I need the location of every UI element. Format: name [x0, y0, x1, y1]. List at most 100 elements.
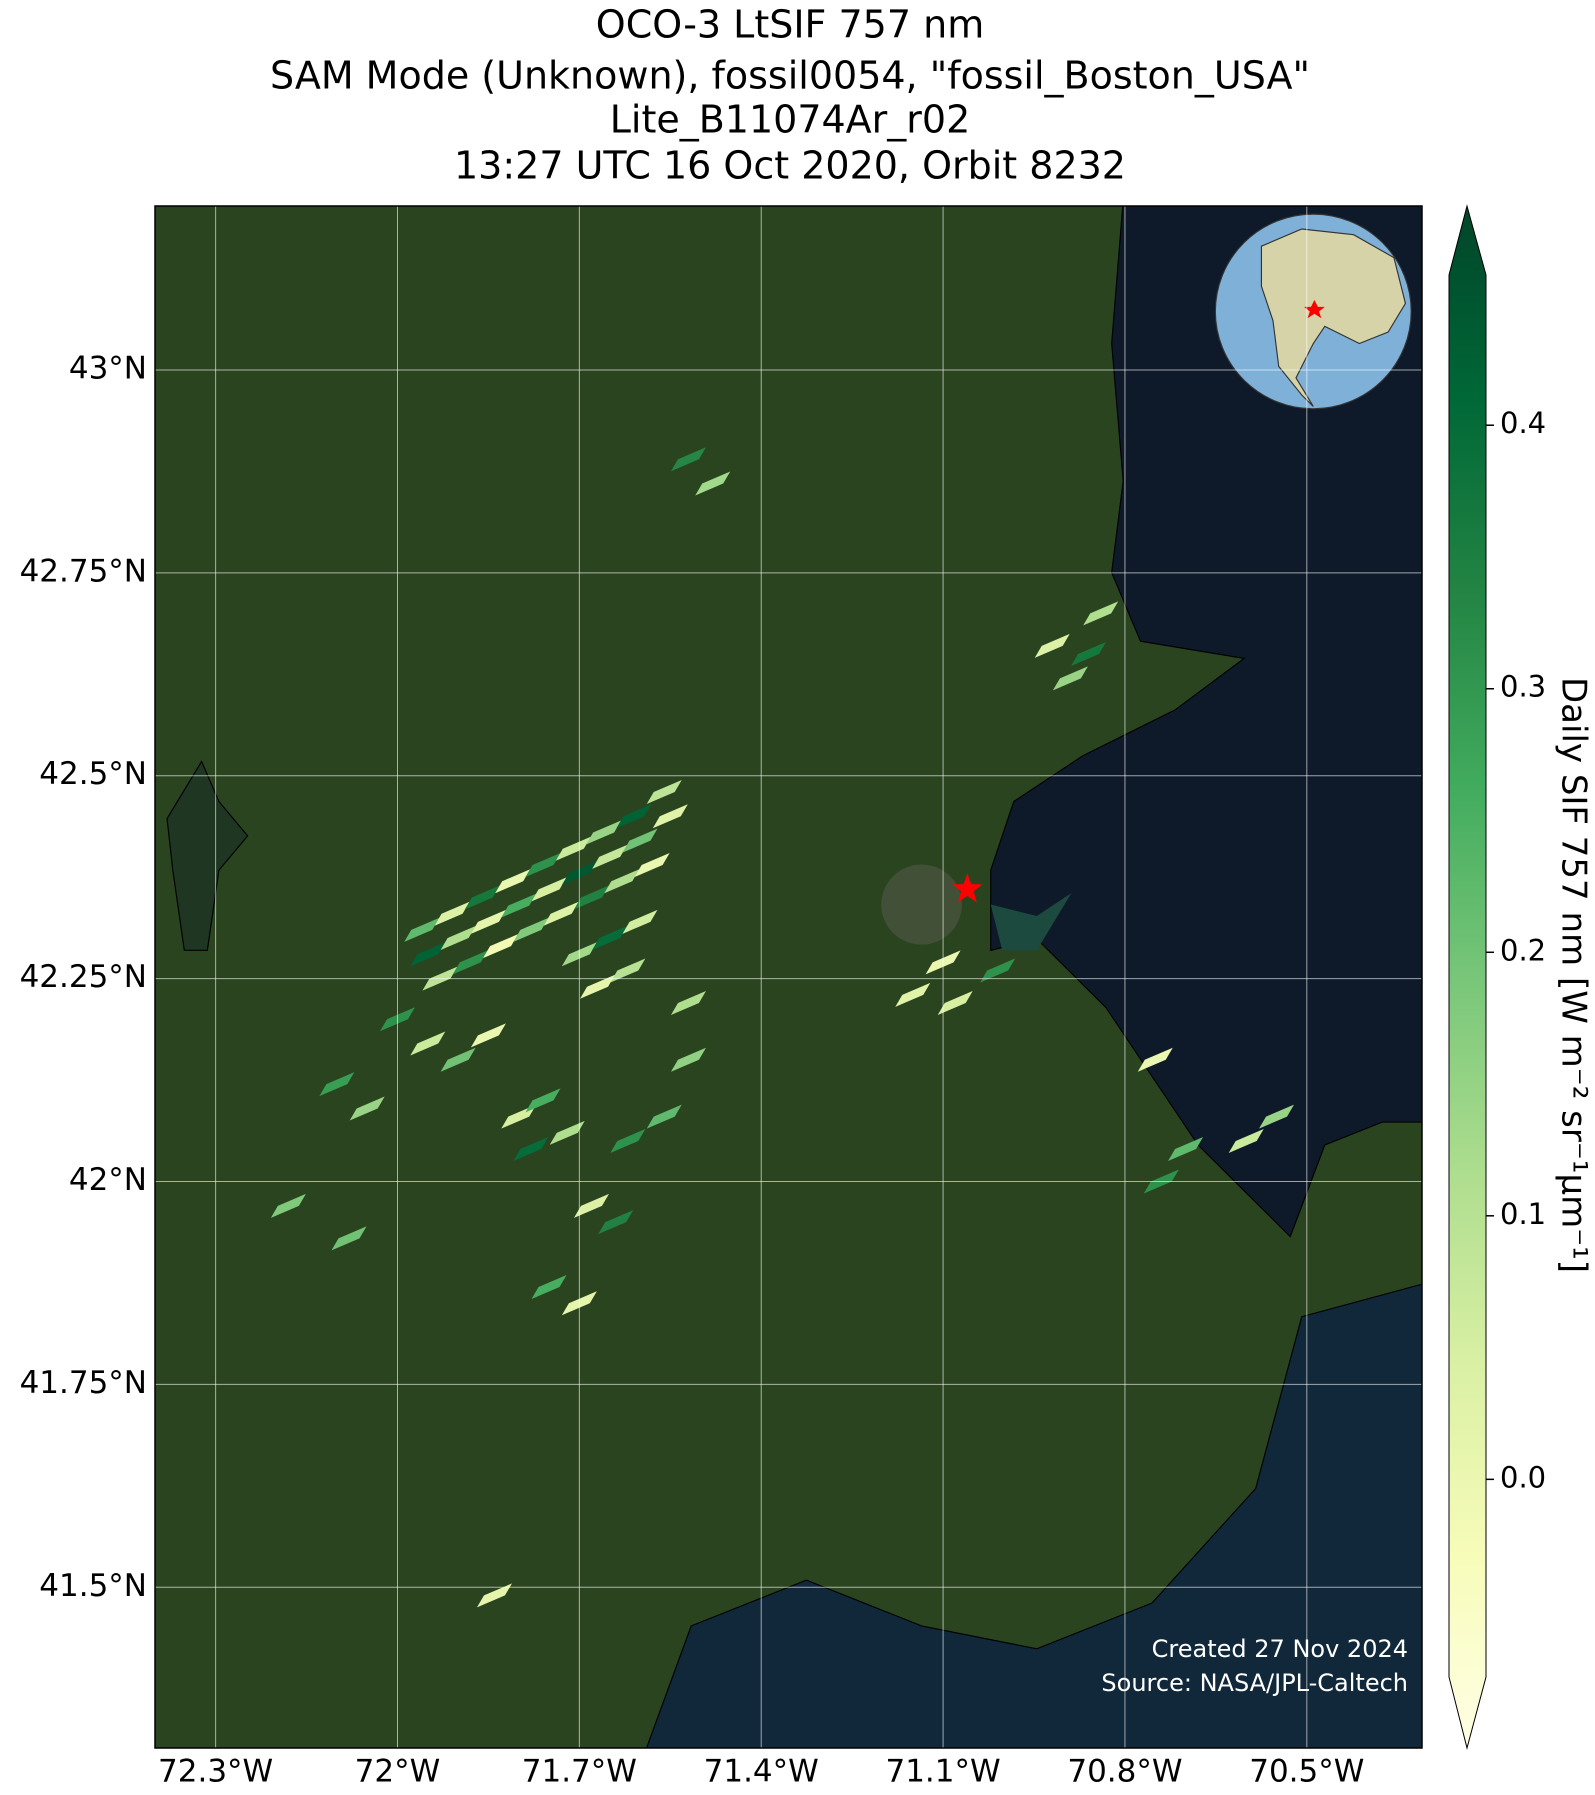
colorbar-tick-label: 0.1	[1500, 1197, 1546, 1231]
sounding	[513, 917, 549, 942]
annotation: Created 27 Nov 2024	[1152, 1635, 1408, 1663]
city	[881, 864, 962, 945]
sounding	[452, 950, 488, 975]
sounding	[622, 828, 658, 853]
titles: OCO-3 LtSIF 757 nm SAM Mode (Unknown), f…	[270, 3, 1310, 188]
reservoir	[166, 760, 249, 951]
sounding	[895, 982, 931, 1007]
colorbar	[1448, 204, 1487, 1750]
x-tick-label: 71.4°W	[704, 1754, 819, 1790]
sounding	[592, 926, 628, 951]
sounding	[1168, 1137, 1204, 1162]
sounding	[476, 1583, 512, 1608]
x-tick-label: 71.7°W	[522, 1754, 637, 1790]
colorbar-label: Daily SIF 757 nm [W m⁻² sr⁻¹μm⁻¹]	[1554, 677, 1594, 1273]
x-tick-label: 70.5°W	[1249, 1754, 1364, 1790]
sounding	[531, 1275, 567, 1300]
title-line: SAM Mode (Unknown), fossil0054, "fossil_…	[270, 54, 1310, 98]
title-line: 13:27 UTC 16 Oct 2020, Orbit 8232	[454, 144, 1126, 188]
globe-star	[1304, 299, 1325, 319]
y-tick-label: 42.25°N	[20, 959, 147, 995]
sounding	[410, 1031, 446, 1056]
sounding	[464, 885, 500, 910]
sounding	[470, 1023, 506, 1048]
sounding	[634, 853, 670, 878]
sounding	[592, 844, 628, 869]
sounding	[695, 471, 731, 496]
sounding	[349, 1096, 385, 1121]
y-tick-label: 41.5°N	[39, 1568, 147, 1604]
colorbar-tick-label: 0.0	[1500, 1460, 1546, 1494]
sounding	[549, 1120, 585, 1145]
sounding	[434, 901, 470, 926]
sounding	[652, 804, 688, 829]
sounding	[580, 974, 616, 999]
sounding	[1137, 1047, 1173, 1072]
y-tick-label: 43°N	[69, 350, 147, 386]
grid	[155, 206, 1422, 1748]
sounding	[525, 853, 561, 878]
sounding	[573, 1193, 609, 1218]
sounding	[670, 1047, 706, 1072]
y-tick-label: 41.75°N	[20, 1365, 147, 1401]
sounding	[980, 958, 1016, 983]
globe-land	[1260, 228, 1407, 407]
colorbar-tick-label: 0.2	[1500, 933, 1546, 967]
sounding	[573, 885, 609, 910]
sounding	[1071, 641, 1107, 666]
sounding	[586, 820, 622, 845]
y-tick-label: 42.75°N	[20, 553, 147, 589]
sounding	[610, 1128, 646, 1153]
annotation: Source: NASA/JPL-Caltech	[1101, 1669, 1408, 1697]
sounding	[319, 1072, 355, 1097]
sounding	[598, 1210, 634, 1235]
sounding	[470, 909, 506, 934]
colorbar-tick-label: 0.4	[1500, 406, 1546, 440]
y-tick-label: 42°N	[69, 1162, 147, 1198]
sounding	[1083, 601, 1119, 626]
map-frame	[154, 205, 1423, 1749]
sounding	[404, 917, 440, 942]
sounding	[646, 1104, 682, 1129]
colorbar-tick-label: 0.3	[1500, 670, 1546, 704]
ocean	[645, 1283, 1422, 1748]
y-tick-label: 42.5°N	[39, 756, 147, 792]
sounding	[525, 1088, 561, 1113]
title-line: OCO-3 LtSIF 757 nm	[596, 3, 984, 47]
sounding	[646, 779, 682, 804]
sounding	[937, 990, 973, 1015]
x-tick-label: 72.3°W	[158, 1754, 273, 1790]
sounding	[616, 804, 652, 829]
sounding	[1228, 1128, 1264, 1153]
sounding	[610, 958, 646, 983]
sounding	[1034, 633, 1070, 658]
sounding	[1259, 1104, 1295, 1129]
x-tick-label: 72°W	[355, 1754, 441, 1790]
sounding	[270, 1193, 306, 1218]
sounding	[440, 1047, 476, 1072]
soundings	[270, 447, 1295, 1608]
sounding	[543, 901, 579, 926]
sounding	[670, 447, 706, 472]
x-tick-label: 71.1°W	[885, 1754, 1000, 1790]
x-tick-label: 70.8°W	[1067, 1754, 1182, 1790]
sounding	[670, 990, 706, 1015]
sounding	[604, 869, 640, 894]
sounding	[1052, 666, 1088, 691]
title-line: Lite_B11074Ar_r02	[610, 98, 971, 142]
sounding	[622, 909, 658, 934]
sounding	[531, 877, 567, 902]
sounding	[331, 1226, 367, 1251]
sounding	[555, 836, 591, 861]
sounding	[410, 942, 446, 967]
axes: 72.3°W 72°W 71.7°W 71.4°W 71.1°W 70.8°W 70.5°W…	[20, 350, 1365, 1789]
sounding	[483, 934, 519, 959]
sounding	[495, 869, 531, 894]
sounding	[513, 1137, 549, 1162]
target-star	[952, 873, 983, 903]
map-area: Created 27 Nov 2024 Source: NASA/JPL-Cal…	[155, 206, 1422, 1748]
sounding	[501, 893, 537, 918]
sounding	[440, 926, 476, 951]
harbor	[990, 893, 1072, 951]
